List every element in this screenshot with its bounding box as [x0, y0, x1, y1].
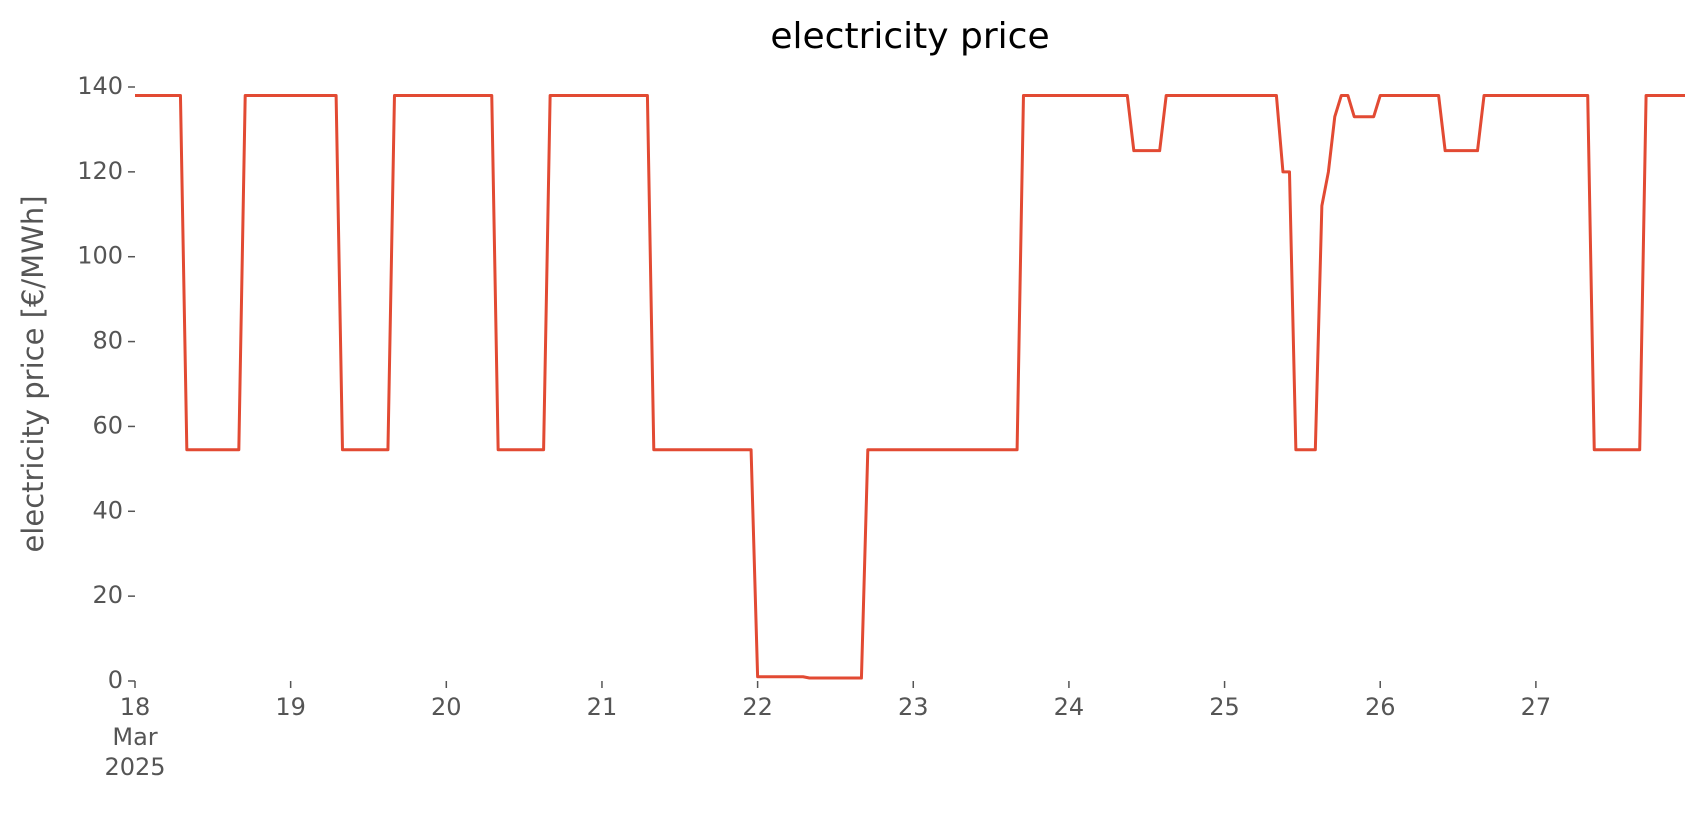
x-tick-label: 19 — [275, 693, 306, 721]
price-line — [135, 93, 1685, 680]
x-tick-label: 26 — [1364, 693, 1396, 721]
y-tick-label: 80 — [92, 327, 123, 355]
y-axis-label: electricity price [€/MWh] — [16, 195, 50, 552]
y-tick-label: 0 — [108, 666, 123, 694]
x-tick-label: 21 — [586, 693, 618, 721]
y-tick-label: 40 — [92, 496, 123, 524]
x-tick-label: 20 — [431, 693, 462, 721]
x-tick-label: 27 — [1520, 693, 1552, 721]
y-tick-label: 120 — [77, 157, 123, 185]
y-tick-label: 20 — [92, 581, 123, 609]
x-tick-label: 24 — [1053, 693, 1085, 721]
chart-title: electricity price — [770, 16, 1049, 57]
x-tick-label: 22 — [742, 693, 773, 721]
x-tick-label: 23 — [897, 693, 929, 721]
x-tick-label: 25 — [1209, 693, 1240, 721]
x-tick-label: 18 Mar 2025 — [104, 693, 166, 781]
y-tick-label: 100 — [77, 242, 123, 270]
y-tick-label: 140 — [77, 72, 123, 100]
y-tick-label: 60 — [92, 411, 123, 439]
